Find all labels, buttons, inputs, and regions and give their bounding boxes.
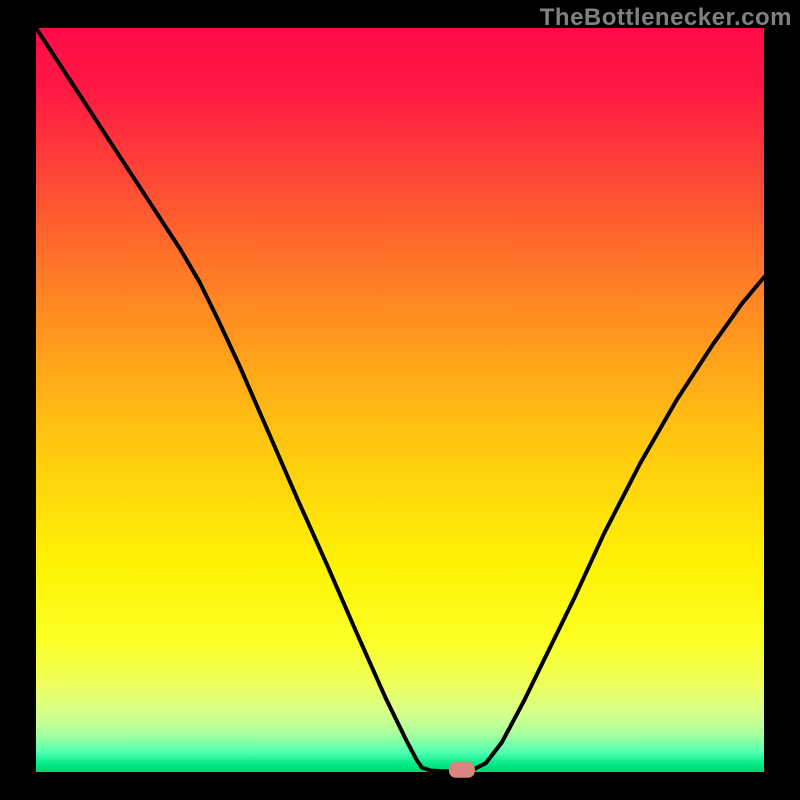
chart-canvas bbox=[0, 0, 800, 800]
chart-background bbox=[36, 28, 764, 772]
bottleneck-chart: TheBottlenecker.com bbox=[0, 0, 800, 800]
optimal-marker bbox=[449, 762, 475, 778]
watermark-label: TheBottlenecker.com bbox=[540, 4, 792, 32]
